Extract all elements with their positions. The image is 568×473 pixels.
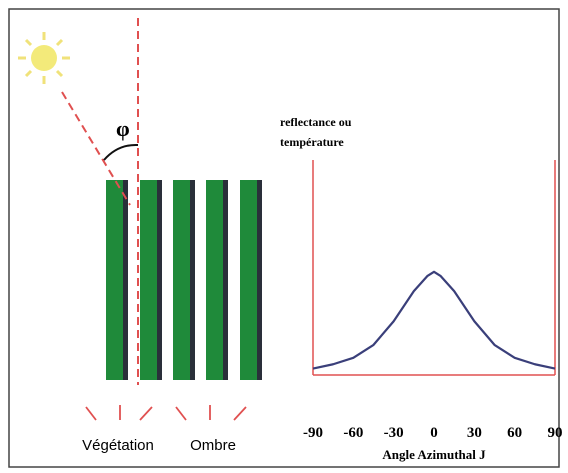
- y-label: température: [280, 135, 344, 149]
- x-label: Angle Azimuthal J: [382, 447, 486, 462]
- frame: [8, 8, 560, 468]
- x-tick-label: -90: [303, 425, 323, 441]
- x-tick-label: 0: [430, 425, 438, 441]
- curve: [312, 270, 556, 370]
- angle-label: φ: [116, 116, 130, 141]
- x-tick-label: -60: [343, 425, 363, 441]
- sun-ray: [61, 91, 131, 206]
- y-label: reflectance ou: [280, 115, 352, 129]
- x-tick-label: 30: [467, 425, 482, 441]
- angle-arc: [103, 143, 139, 161]
- arrows: [85, 405, 247, 421]
- x-tick-label: -30: [384, 425, 404, 441]
- sun: [18, 32, 70, 84]
- x-tick-label: 60: [507, 425, 522, 441]
- x-tick-label: 90: [548, 425, 563, 441]
- vegetation-label: Végétation: [82, 437, 154, 454]
- shadow-label: Ombre: [190, 437, 236, 454]
- vegetation-rows: [106, 180, 262, 380]
